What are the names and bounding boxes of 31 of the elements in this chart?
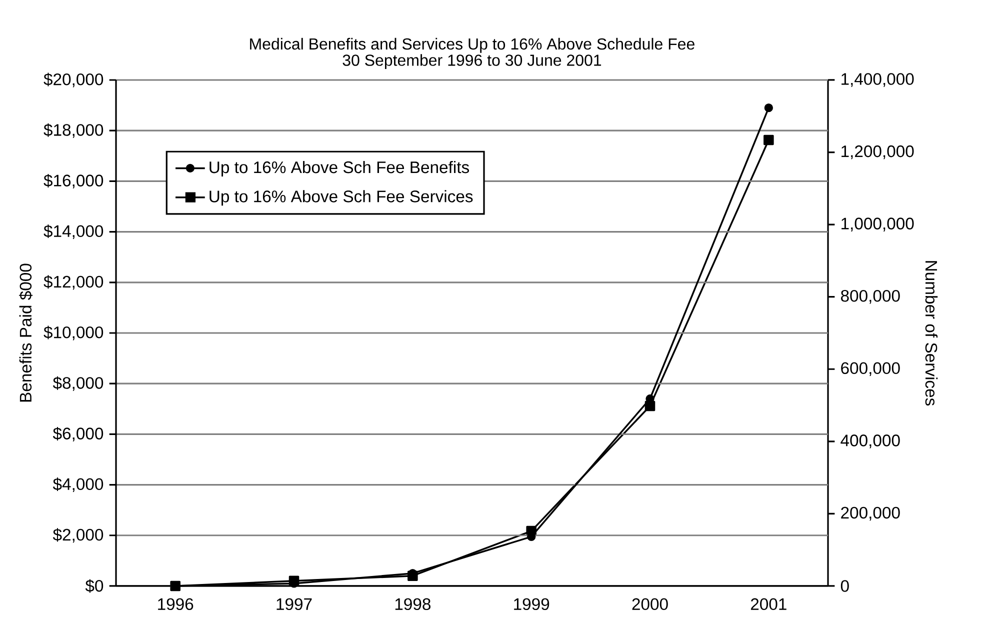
y-tick-label: $0: [85, 579, 104, 593]
y-tick-label: $18,000: [44, 123, 104, 138]
y2-tick-label: 1,200,000: [842, 145, 914, 160]
y-tick-label: $12,000: [44, 275, 104, 290]
chart-title: Medical Benefits and Services Up to 16% Above Schedule Fee: [250, 38, 694, 53]
y-tick-label: $4,000: [52, 478, 104, 492]
y2-tick-label: 1,000,000: [842, 218, 914, 232]
legend-label: Up to 16% Above Sch Fee Services: [210, 190, 473, 206]
y2-tick-label: 400,000: [840, 434, 900, 448]
y2-axis-title: Number of Services: [925, 261, 938, 406]
y-tick-label: $10,000: [44, 326, 104, 340]
y-tick-label: $16,000: [44, 174, 104, 188]
x-tick-label: 1996: [158, 598, 194, 610]
x-tick-label: 1998: [395, 598, 430, 610]
x-tick-label: 1999: [514, 598, 550, 610]
y-tick-label: $8,000: [52, 376, 104, 391]
legend-label: Up to 16% Above Sch Fee Benefits: [210, 160, 469, 176]
y2-tick-label: 800,000: [841, 290, 900, 304]
y-tick-label: $14,000: [44, 224, 104, 240]
y2-tick-label: 200,000: [841, 506, 900, 521]
y2-tick-label: 600,000: [841, 362, 900, 376]
x-tick-label: 2000: [632, 598, 668, 610]
x-tick-label: 2001: [750, 598, 786, 610]
x-tick-label: 1997: [276, 598, 312, 610]
y2-tick-label: 1,400,000: [842, 73, 914, 87]
y-tick-label: $20,000: [44, 72, 104, 88]
y-tick-label: $6,000: [52, 426, 104, 442]
y-axis-title: Benefits Paid $000: [19, 264, 33, 402]
y-tick-label: $2,000: [52, 528, 104, 543]
chart-subtitle: 30 September 1996 to 30 June 2001: [342, 54, 602, 70]
y2-tick-label: 0: [840, 580, 849, 592]
